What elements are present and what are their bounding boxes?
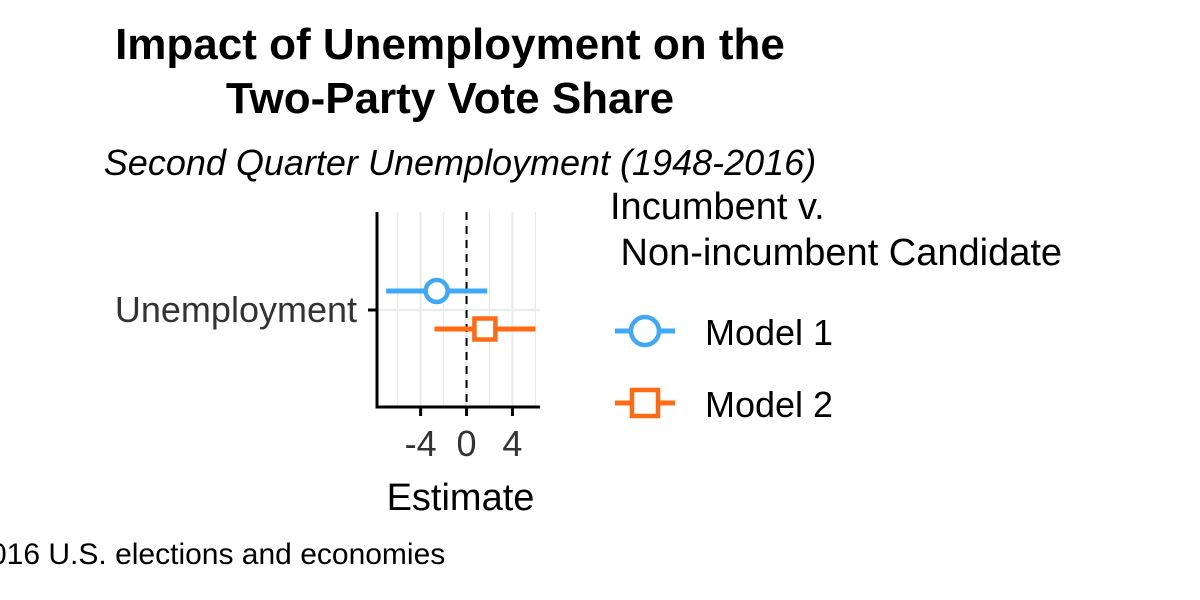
legend-title: Incumbent v. Non-incumbent Candidate (610, 186, 1063, 274)
point-estimate-model-2 (472, 316, 498, 342)
x-tick-label--4: -4 (405, 423, 437, 464)
x-tick-label-4: 4 (502, 423, 522, 464)
chart-title-line-2: Two-Party Vote Share (225, 74, 675, 123)
x-tick-label-0: 0 (457, 423, 477, 464)
chart-title-line-1: Impact of Unemployment on the (115, 20, 785, 69)
chart-subtitle: Second Quarter Unemployment (1948-2016) (103, 142, 817, 183)
legend-key-marker-model-2 (629, 387, 661, 419)
y-tick-label-unemployment: Unemployment (115, 289, 357, 330)
legend-label-model-1: Model 1 (705, 312, 834, 353)
legend-label-model-2: Model 2 (705, 384, 834, 425)
chart-caption: 016 U.S. elections and economies (0, 538, 446, 571)
x-axis-title: Estimate (387, 477, 535, 519)
point-estimate-model-1 (423, 277, 450, 305)
chart-title: Impact of Unemployment on the Two-Party … (0, 18, 900, 126)
legend-key-marker-model-1 (628, 314, 662, 348)
